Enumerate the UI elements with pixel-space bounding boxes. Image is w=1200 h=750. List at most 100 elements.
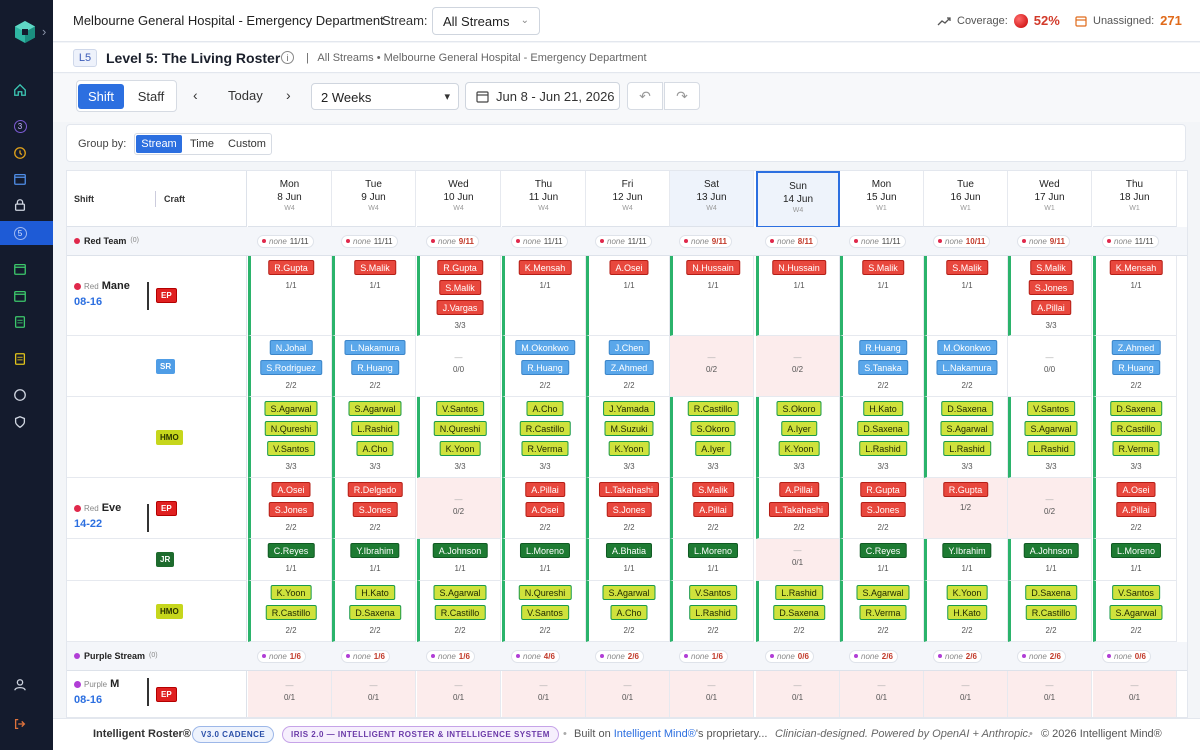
roster-cell[interactable]: — 0/1 bbox=[1093, 671, 1177, 717]
roster-cell[interactable]: N.Johal S.Rodriguez 2/2 bbox=[248, 336, 332, 397]
staff-chip[interactable]: L.Rashid bbox=[351, 421, 399, 436]
staff-chip[interactable]: R.Huang bbox=[351, 360, 399, 375]
roster-cell[interactable]: A.Pillai A.Osei 2/2 bbox=[502, 478, 586, 539]
roster-cell[interactable]: S.Okoro A.Iyer K.Yoon 3/3 bbox=[756, 397, 840, 478]
staff-chip[interactable]: K.Yoon bbox=[270, 585, 312, 600]
staff-chip[interactable]: A.Cho bbox=[356, 441, 394, 456]
day-header[interactable]: Mon 15 Jun W1 bbox=[840, 171, 924, 227]
roster-cell[interactable]: — 0/0 bbox=[1008, 336, 1092, 397]
staff-chip[interactable]: S.Rodriguez bbox=[260, 360, 322, 375]
roster-cell[interactable]: N.Hussain 1/1 bbox=[670, 256, 754, 336]
calendar-icon[interactable] bbox=[12, 288, 28, 304]
roster-cell[interactable]: S.Malik 1/1 bbox=[924, 256, 1008, 336]
roster-cell[interactable]: A.Osei S.Jones 2/2 bbox=[248, 478, 332, 539]
staff-chip[interactable]: L.Rashid bbox=[689, 605, 737, 620]
day-header[interactable]: Fri 12 Jun W4 bbox=[586, 171, 670, 227]
roster-cell[interactable]: L.Moreno 1/1 bbox=[502, 539, 586, 581]
staff-chip[interactable]: D.Saxena bbox=[1110, 401, 1162, 416]
staff-chip[interactable]: A.Pillai bbox=[1031, 300, 1071, 315]
roster-cell[interactable]: R.Castillo S.Okoro A.Iyer 3/3 bbox=[670, 397, 754, 478]
staff-chip[interactable]: R.Gupta bbox=[942, 482, 989, 497]
staff-chip[interactable]: V.Santos bbox=[521, 605, 569, 620]
day-header[interactable]: Thu 11 Jun W4 bbox=[502, 171, 586, 227]
staff-chip[interactable]: M.Suzuki bbox=[604, 421, 654, 436]
staff-view-button[interactable]: Staff bbox=[137, 89, 165, 104]
staff-chip[interactable]: R.Huang bbox=[859, 340, 907, 355]
roster-cell[interactable]: A.Osei 1/1 bbox=[586, 256, 670, 336]
roster-cell[interactable]: — 0/1 bbox=[586, 671, 670, 717]
staff-chip[interactable]: V.Santos bbox=[436, 401, 484, 416]
copyright-link[interactable]: © 2026 Intelligent Mind® bbox=[1041, 728, 1162, 740]
roster-cell[interactable]: L.Takahashi S.Jones 2/2 bbox=[586, 478, 670, 539]
staff-chip[interactable]: K.Yoon bbox=[608, 441, 650, 456]
staff-chip[interactable]: V.Santos bbox=[267, 441, 315, 456]
day-header[interactable]: Sun 14 Jun W4 bbox=[756, 171, 840, 227]
staff-chip[interactable]: L.Takahashi bbox=[598, 482, 660, 497]
roster-cell[interactable]: A.Osei A.Pillai 2/2 bbox=[1093, 478, 1177, 539]
roster-cell[interactable]: V.Santos S.Agarwal 2/2 bbox=[1093, 581, 1177, 642]
staff-chip[interactable]: R.Castillo bbox=[265, 605, 317, 620]
staff-chip[interactable]: R.Delgado bbox=[347, 482, 403, 497]
roster-cell[interactable]: — 0/1 bbox=[1008, 671, 1092, 717]
shift-name[interactable]: Purple M bbox=[74, 678, 119, 690]
roster-cell[interactable]: — 0/2 bbox=[670, 336, 754, 397]
staff-chip[interactable]: S.Okoro bbox=[690, 421, 736, 436]
staff-chip[interactable]: S.Malik bbox=[1030, 260, 1072, 275]
shift-view-button[interactable]: Shift bbox=[78, 84, 124, 109]
staff-chip[interactable]: Z.Ahmed bbox=[604, 360, 654, 375]
staff-chip[interactable]: H.Kato bbox=[355, 585, 395, 600]
staff-chip[interactable]: S.Agarwal bbox=[1109, 605, 1163, 620]
staff-chip[interactable]: J.Yamada bbox=[603, 401, 655, 416]
roster-cell[interactable]: H.Kato D.Saxena L.Rashid 3/3 bbox=[840, 397, 924, 478]
group-by-custom[interactable]: Custom bbox=[228, 138, 266, 150]
roster-cell[interactable]: L.Nakamura R.Huang 2/2 bbox=[332, 336, 416, 397]
staff-chip[interactable]: L.Nakamura bbox=[936, 360, 998, 375]
staff-chip[interactable]: R.Castillo bbox=[434, 605, 486, 620]
staff-chip[interactable]: L.Moreno bbox=[519, 543, 571, 558]
roster-cell[interactable]: — 0/2 bbox=[417, 478, 501, 539]
redo-button[interactable]: ↷ bbox=[664, 82, 700, 110]
staff-chip[interactable]: A.Pillai bbox=[693, 502, 733, 517]
roster-cell[interactable]: S.Malik 1/1 bbox=[840, 256, 924, 336]
next-period-icon[interactable]: › bbox=[286, 87, 291, 103]
staff-chip[interactable]: S.Malik bbox=[439, 280, 481, 295]
staff-chip[interactable]: N.Qureshi bbox=[264, 421, 318, 436]
roster-cell[interactable]: S.Agarwal R.Castillo 2/2 bbox=[417, 581, 501, 642]
staff-chip[interactable]: V.Santos bbox=[1112, 585, 1160, 600]
calendar-icon[interactable] bbox=[12, 171, 28, 187]
roster-cell[interactable]: N.Qureshi V.Santos 2/2 bbox=[502, 581, 586, 642]
roster-cell[interactable]: K.Mensah 1/1 bbox=[1093, 256, 1177, 336]
staff-chip[interactable]: A.Pillai bbox=[779, 482, 819, 497]
staff-chip[interactable]: A.Pillai bbox=[1116, 502, 1156, 517]
staff-chip[interactable]: N.Johal bbox=[269, 340, 313, 355]
roster-cell[interactable]: S.Agarwal N.Qureshi V.Santos 3/3 bbox=[248, 397, 332, 478]
roster-cell[interactable]: L.Moreno 1/1 bbox=[1093, 539, 1177, 581]
roster-cell[interactable]: Y.Ibrahim 1/1 bbox=[924, 539, 1008, 581]
staff-chip[interactable]: C.Reyes bbox=[267, 543, 315, 558]
staff-chip[interactable]: A.Johnson bbox=[432, 543, 488, 558]
staff-chip[interactable]: S.Jones bbox=[268, 502, 314, 517]
prev-period-icon[interactable]: ‹ bbox=[193, 87, 198, 103]
staff-chip[interactable]: A.Johnson bbox=[1023, 543, 1079, 558]
staff-chip[interactable]: Y.Ibrahim bbox=[350, 543, 400, 558]
roster-cell[interactable]: J.Yamada M.Suzuki K.Yoon 3/3 bbox=[586, 397, 670, 478]
roster-cell[interactable]: — 0/1 bbox=[756, 539, 840, 581]
info-icon[interactable]: i bbox=[281, 51, 294, 64]
undo-button[interactable]: ↶ bbox=[627, 82, 663, 110]
staff-chip[interactable]: H.Kato bbox=[947, 605, 987, 620]
day-header[interactable]: Thu 18 Jun W1 bbox=[1093, 171, 1177, 227]
staff-chip[interactable]: S.Malik bbox=[946, 260, 988, 275]
staff-chip[interactable]: K.Yoon bbox=[439, 441, 481, 456]
calendar-check-icon[interactable] bbox=[12, 261, 28, 277]
roster-cell[interactable]: A.Cho R.Castillo R.Verma 3/3 bbox=[502, 397, 586, 478]
today-button[interactable]: Today bbox=[228, 88, 263, 103]
period-select[interactable]: 2 Weeks ▾ bbox=[311, 83, 459, 110]
roster-cell[interactable]: L.Moreno 1/1 bbox=[670, 539, 754, 581]
roster-cell[interactable]: D.Saxena R.Castillo R.Verma 3/3 bbox=[1093, 397, 1177, 478]
roster-cell[interactable]: — 0/1 bbox=[332, 671, 416, 717]
roster-cell[interactable]: R.Huang S.Tanaka 2/2 bbox=[840, 336, 924, 397]
logo-icon[interactable] bbox=[13, 20, 37, 44]
roster-cell[interactable]: — 0/1 bbox=[924, 671, 1008, 717]
shield-icon[interactable] bbox=[12, 414, 28, 430]
staff-chip[interactable]: A.Cho bbox=[526, 401, 564, 416]
